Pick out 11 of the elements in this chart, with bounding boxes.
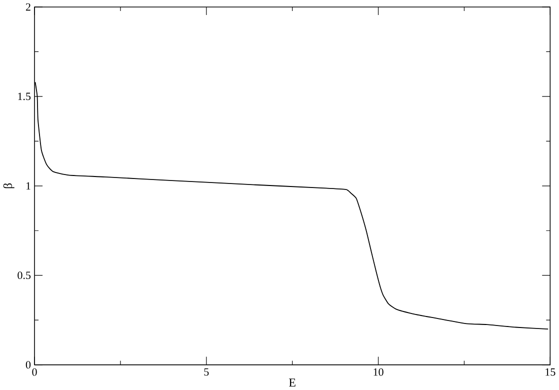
x-tick-label: 10 <box>374 368 384 376</box>
x-axis-title: E <box>289 378 296 387</box>
x-tick-label: 0 <box>32 368 37 376</box>
y-tick-label: 1 <box>26 182 30 190</box>
y-tick-label: 0 <box>26 361 31 369</box>
y-tick-label: 2 <box>26 3 30 11</box>
y-tick-label: 0.5 <box>18 272 31 280</box>
x-tick-label: 5 <box>204 368 209 376</box>
y-axis-title: β <box>3 183 14 188</box>
y-tick-label: 1.5 <box>18 92 31 100</box>
x-tick-label: 15 <box>546 368 556 376</box>
